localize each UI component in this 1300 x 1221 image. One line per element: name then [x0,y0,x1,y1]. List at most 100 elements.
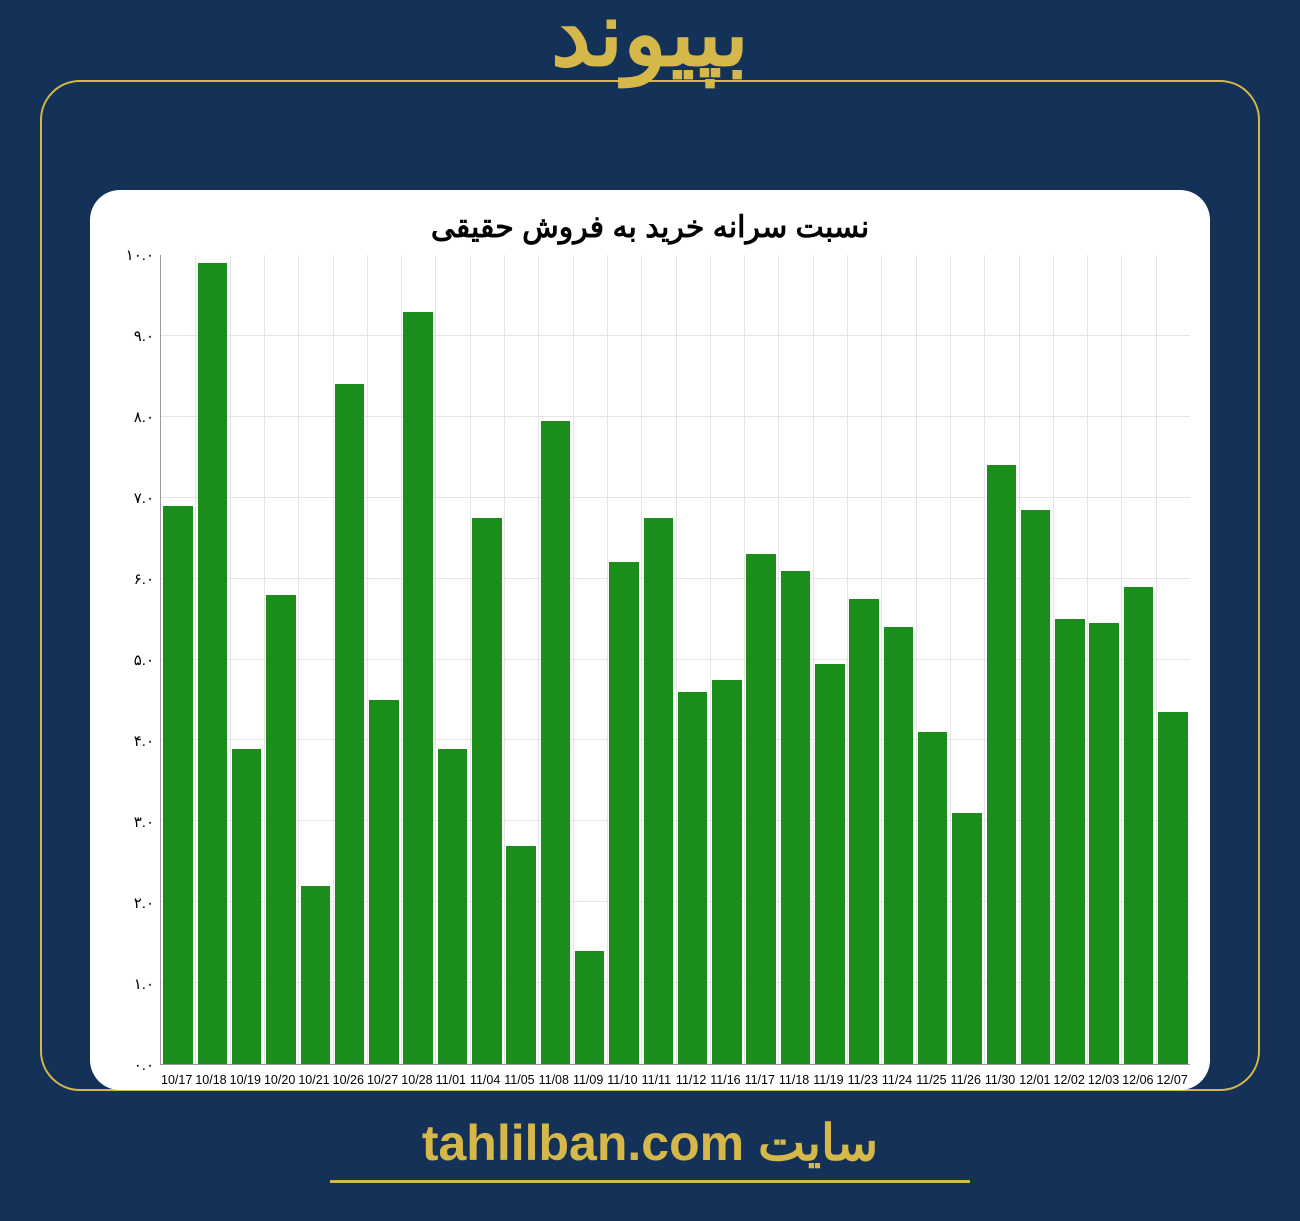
x-tick-label: 12/07 [1156,1073,1190,1087]
x-tick-label: 12/01 [1018,1073,1052,1087]
y-tick-label: ۹.۰ [134,327,154,345]
x-tick-label: 11/04 [469,1073,503,1087]
x-tick-label: 11/26 [950,1073,984,1087]
x-tick-label: 12/06 [1121,1073,1155,1087]
bar [472,518,501,1064]
x-tick-label: 11/01 [435,1073,469,1087]
x-tick-label: 12/03 [1087,1073,1121,1087]
x-tick-label: 10/26 [332,1073,366,1087]
bar-slot [161,255,195,1064]
y-tick-label: ۱۰.۰ [126,246,154,264]
bar [541,421,570,1064]
bar-slot [1087,255,1121,1064]
bar [884,627,913,1064]
bar [678,692,707,1064]
bar [301,886,330,1064]
x-tick-label: 10/21 [297,1073,331,1087]
plot-wrap: ۰.۰۱.۰۲.۰۳.۰۴.۰۵.۰۶.۰۷.۰۸.۰۹.۰۱۰.۰ 10/17… [110,255,1190,1065]
x-tick-label: 12/02 [1053,1073,1087,1087]
bar-slot [367,255,401,1064]
x-tick-label: 11/11 [641,1073,675,1087]
bar [815,664,844,1064]
bar-slot [881,255,915,1064]
x-tick-label: 10/19 [229,1073,263,1087]
bar-slot [1053,255,1087,1064]
bar-slot [1121,255,1155,1064]
bar-slot [504,255,538,1064]
bar [1055,619,1084,1064]
x-tick-label: 11/24 [881,1073,915,1087]
x-tick-label: 10/18 [194,1073,228,1087]
bar [232,749,261,1065]
x-tick-label: 10/17 [160,1073,194,1087]
footer-url: tahlilban.com [422,1115,744,1171]
x-tick-label: 11/10 [606,1073,640,1087]
y-tick-label: ۴.۰ [134,732,154,750]
y-tick-label: ۷.۰ [134,489,154,507]
x-tick-label: 10/27 [366,1073,400,1087]
bar [712,680,741,1064]
bar [1089,623,1118,1064]
chart-panel: نسبت سرانه خرید به فروش حقیقی ۰.۰۱.۰۲.۰۳… [90,190,1210,1090]
bar-slot [1156,255,1190,1064]
bar [403,312,432,1064]
bar-slot [744,255,778,1064]
bar [198,263,227,1064]
chart-title: نسبت سرانه خرید به فروش حقیقی [110,210,1190,245]
footer-prefix: سایت [758,1115,878,1171]
x-tick-label: 11/23 [847,1073,881,1087]
bar [918,732,947,1064]
bar [266,595,295,1064]
bar-slot [1018,255,1052,1064]
bar [1158,712,1187,1064]
x-tick-label: 11/30 [984,1073,1018,1087]
bar [369,700,398,1064]
x-tick-label: 11/18 [778,1073,812,1087]
x-tick-label: 10/20 [263,1073,297,1087]
header-title: بپیوند [511,0,789,80]
bar-slot [435,255,469,1064]
x-tick-label: 11/09 [572,1073,606,1087]
bar [609,562,638,1064]
x-tick-label: 11/12 [675,1073,709,1087]
footer-underline [330,1180,970,1183]
bar-slot [847,255,881,1064]
bar-slot [332,255,366,1064]
bar-slot [641,255,675,1064]
bar [163,506,192,1064]
y-axis: ۰.۰۱.۰۲.۰۳.۰۴.۰۵.۰۶.۰۷.۰۸.۰۹.۰۱۰.۰ [110,255,160,1065]
bar-slot [607,255,641,1064]
bar [1124,587,1153,1064]
bar [438,749,467,1065]
x-tick-label: 11/19 [812,1073,846,1087]
bar-slot [573,255,607,1064]
bar [781,571,810,1064]
bar [644,518,673,1064]
bar-slot [538,255,572,1064]
bar-slot [195,255,229,1064]
x-tick-label: 11/16 [709,1073,743,1087]
bar [746,554,775,1064]
bar-slot [950,255,984,1064]
bar [987,465,1016,1064]
bar-slot [230,255,264,1064]
bar-slot [401,255,435,1064]
x-tick-label: 11/25 [915,1073,949,1087]
bar-slot [264,255,298,1064]
bar [1021,510,1050,1064]
y-tick-label: ۵.۰ [134,651,154,669]
y-tick-label: ۸.۰ [134,408,154,426]
bar-slot [778,255,812,1064]
bar-slot [916,255,950,1064]
bar-slot [813,255,847,1064]
bar-slot [675,255,709,1064]
y-tick-label: ۲.۰ [134,894,154,912]
bar [335,384,364,1064]
bars-container [161,255,1190,1064]
bar-slot [710,255,744,1064]
y-tick-label: ۶.۰ [134,570,154,588]
x-tick-label: 11/17 [744,1073,778,1087]
x-axis: 10/1710/1810/1910/2010/2110/2610/2710/28… [160,1073,1190,1087]
plot-area [160,255,1190,1065]
y-tick-label: ۳.۰ [134,813,154,831]
